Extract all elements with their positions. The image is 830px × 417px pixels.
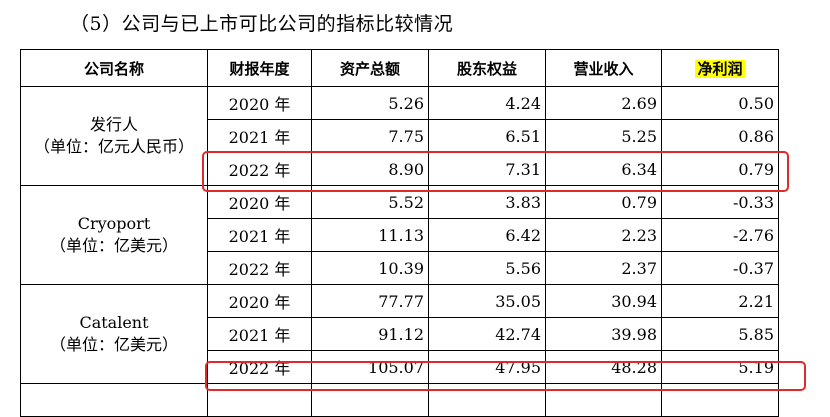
profit-cell: 5.19 xyxy=(661,350,779,384)
year-cell: 2021 年 xyxy=(207,218,312,252)
assets-cell: 105.07 xyxy=(311,350,429,384)
assets-cell: 8.90 xyxy=(311,152,429,186)
company-name: Catalent xyxy=(79,313,149,332)
company-name: Cryoport xyxy=(77,214,151,233)
revenue-cell: 5.25 xyxy=(545,119,662,153)
table-row: Catalent （单位：亿美元） 2020 年 77.77 35.05 30.… xyxy=(20,284,779,384)
equity-cell: 6.51 xyxy=(428,119,546,153)
table-row-partial xyxy=(20,383,779,417)
header-total-assets: 资产总额 xyxy=(311,49,429,87)
profit-cell: -0.33 xyxy=(661,185,779,219)
equity-cell: 35.05 xyxy=(428,284,546,318)
header-revenue: 营业收入 xyxy=(545,49,662,87)
year-cell: 2021 年 xyxy=(207,317,312,351)
profit-cell: -2.76 xyxy=(661,218,779,252)
company-unit: （单位：亿元人民币） xyxy=(33,137,194,156)
profit-cell: -0.37 xyxy=(661,251,779,285)
header-equity: 股东权益 xyxy=(428,49,546,87)
section-heading: （5）公司与已上市可比公司的指标比较情况 xyxy=(70,13,454,35)
company-name: 发行人 xyxy=(89,115,138,134)
revenue-cell: 0.79 xyxy=(545,185,662,219)
year-cell: 2022 年 xyxy=(207,152,312,186)
highlighted-net-profit: 净利润 xyxy=(695,59,745,78)
table-row: 2021 年 7.75 6.51 5.25 0.86 xyxy=(21,119,779,153)
equity-cell: 4.24 xyxy=(428,86,546,120)
company-unit: （单位：亿美元） xyxy=(49,335,178,354)
year-cell: 2020 年 xyxy=(207,86,312,120)
revenue-cell: 6.34 xyxy=(545,152,662,186)
year-cell: 2022 年 xyxy=(207,350,312,384)
header-year: 财报年度 xyxy=(207,49,312,87)
table-row: Cryoport （单位：亿美元） 2020 年 5.52 3.83 0.79 … xyxy=(20,185,779,285)
company-cell-issuer: 发行人 （单位：亿元人民币） xyxy=(20,86,208,186)
year-cell: 2022 年 xyxy=(207,251,312,285)
year-cell: 2020 年 xyxy=(207,185,312,219)
table-row: 2021 年 11.13 6.42 2.23 -2.76 xyxy=(21,218,779,252)
company-cell-catalent: Catalent （单位：亿美元） xyxy=(20,284,208,384)
assets-cell: 5.26 xyxy=(311,86,429,120)
revenue-cell: 2.37 xyxy=(545,251,662,285)
company-cell-cryoport: Cryoport （单位：亿美元） xyxy=(20,185,208,285)
company-unit: （单位：亿美元） xyxy=(49,236,178,255)
revenue-cell: 30.94 xyxy=(545,284,662,318)
equity-cell: 47.95 xyxy=(428,350,546,384)
profit-cell: 2.21 xyxy=(661,284,779,318)
table-row: 发行人 （单位：亿元人民币） 2020 年 5.26 4.24 2.69 0.5… xyxy=(20,86,779,186)
table-row: 2022 年 8.90 7.31 6.34 0.79 xyxy=(21,152,779,186)
revenue-cell: 2.23 xyxy=(545,218,662,252)
assets-cell: 7.75 xyxy=(311,119,429,153)
year-cell: 2021 年 xyxy=(207,119,312,153)
assets-cell: 11.13 xyxy=(311,218,429,252)
revenue-cell: 2.69 xyxy=(545,86,662,120)
revenue-cell: 39.98 xyxy=(545,317,662,351)
table-row: 2021 年 91.12 42.74 39.98 5.85 xyxy=(21,317,779,351)
assets-cell: 91.12 xyxy=(311,317,429,351)
equity-cell: 6.42 xyxy=(428,218,546,252)
assets-cell: 77.77 xyxy=(311,284,429,318)
header-net-profit: 净利润 xyxy=(661,49,779,87)
equity-cell: 3.83 xyxy=(428,185,546,219)
year-cell: 2020 年 xyxy=(207,284,312,318)
header-company: 公司名称 xyxy=(20,49,208,87)
table-row: 2022 年 10.39 5.56 2.37 -0.37 xyxy=(21,251,779,285)
equity-cell: 5.56 xyxy=(428,251,546,285)
revenue-cell: 48.28 xyxy=(545,350,662,384)
comparison-table: 公司名称 财报年度 资产总额 股东权益 营业收入 净利润 发行人 （单位：亿元人… xyxy=(20,49,779,417)
equity-cell: 7.31 xyxy=(428,152,546,186)
equity-cell: 42.74 xyxy=(428,317,546,351)
profit-cell: 5.85 xyxy=(661,317,779,351)
table-row: 2022 年 105.07 47.95 48.28 5.19 xyxy=(21,350,779,384)
assets-cell: 5.52 xyxy=(311,185,429,219)
header-row: 公司名称 财报年度 资产总额 股东权益 营业收入 净利润 xyxy=(20,49,779,87)
profit-cell: 0.79 xyxy=(661,152,779,186)
profit-cell: 0.86 xyxy=(661,119,779,153)
assets-cell: 10.39 xyxy=(311,251,429,285)
profit-cell: 0.50 xyxy=(661,86,779,120)
